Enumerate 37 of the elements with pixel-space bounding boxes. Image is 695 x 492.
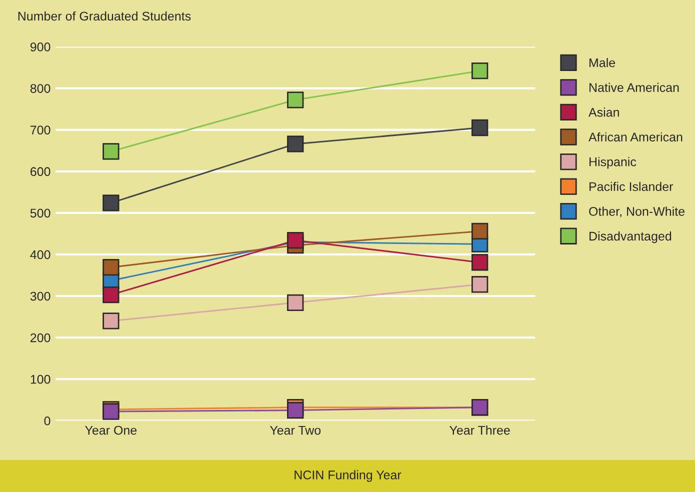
point [471,62,488,80]
y-tick-label: 300 [30,292,50,301]
y-tick-label: 400 [30,250,50,260]
point [471,276,488,293]
legend-label: Hispanic [590,157,636,169]
y-tick-label: 800 [30,84,50,93]
x-tick-label: Year Three [450,426,510,435]
legend-label: Disadvantaged [590,231,672,244]
y-tick-label: 900 [30,42,50,52]
point [102,143,120,160]
point [471,222,488,240]
legend-label: Pacific Islander [590,182,674,192]
point [102,194,120,212]
x-tick-label: Year One [85,426,137,435]
point [287,402,304,419]
y-tick-label: 700 [30,126,50,134]
legend-label: Other, Non-White [589,206,684,218]
y-axis-title: Number of Graduated Students [18,11,191,21]
point [102,259,120,276]
legend-label: Asian [588,108,619,117]
y-tick-label: 100 [30,374,50,384]
point [287,136,304,152]
legend-label: Male [590,58,616,68]
y-tick-label: 500 [30,208,50,218]
point [471,119,488,136]
legend-label: African American [588,132,682,142]
point [287,92,304,108]
point [287,294,304,311]
legend-label: Native American [590,82,679,92]
point [102,312,120,330]
y-tick-label: 600 [30,167,50,176]
x-axis-title: NCIN Funding Year [294,470,402,482]
point [102,286,120,304]
y-tick-label: 0 [44,416,50,426]
point [471,254,488,271]
x-tick-label: Year Two [270,426,321,435]
y-tick-label: 200 [30,333,50,342]
